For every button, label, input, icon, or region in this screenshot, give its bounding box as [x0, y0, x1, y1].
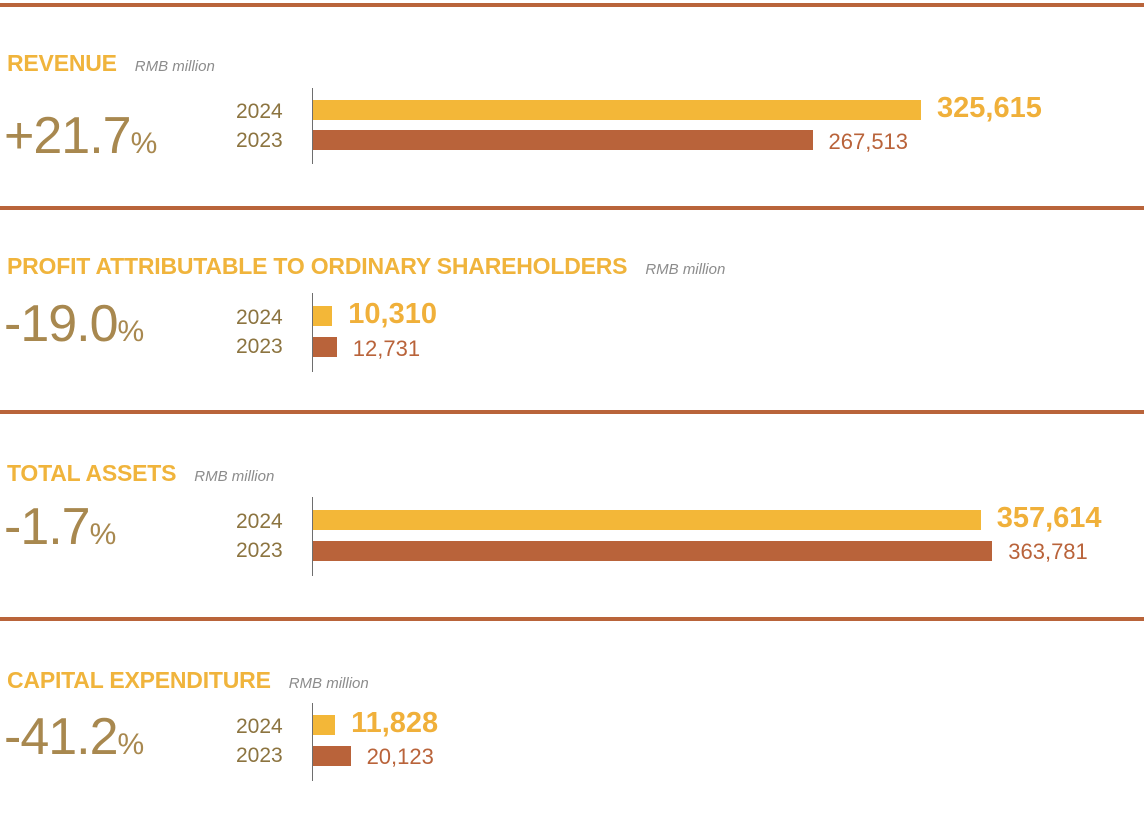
change-unit: %: [117, 315, 145, 348]
value-label-2023: 20,123: [366, 744, 434, 769]
chart-axis: [312, 88, 313, 164]
change-value: -1.7: [4, 498, 91, 556]
year-label-2024: 2024: [236, 510, 283, 533]
bar-2024: [313, 100, 921, 120]
bar-2024: [313, 715, 336, 735]
bar-2023: [313, 541, 993, 561]
section-title: TOTAL ASSETS RMB million: [7, 460, 274, 487]
section-title: CAPITAL EXPENDITURE RMB million: [7, 667, 369, 694]
bar-2024: [313, 306, 333, 326]
change-unit: %: [89, 518, 117, 551]
year-label-2023: 2023: [236, 539, 283, 562]
section-unit: RMB million: [645, 261, 726, 278]
bar-2023: [313, 746, 351, 766]
change-value: +21.7: [4, 107, 132, 165]
change-value: -41.2: [4, 708, 119, 766]
change-value: -19.0: [4, 295, 119, 353]
revenue-section: REVENUE RMB million +21.7% 2024 2023 325,…: [0, 50, 1144, 220]
year-label-2024: 2024: [236, 715, 283, 738]
year-label-2023: 2023: [236, 129, 283, 152]
profit-section: PROFIT ATTRIBUTABLE TO ORDINARY SHAREHOL…: [0, 253, 1144, 423]
bar-2024: [313, 510, 981, 530]
section-title-text: TOTAL ASSETS: [7, 460, 177, 486]
value-label-2023: 363,781: [1008, 539, 1088, 564]
year-label-2024: 2024: [236, 100, 283, 123]
change-percentage: -1.7%: [4, 497, 116, 557]
value-label-2024: 357,614: [996, 502, 1102, 534]
divider-rule: [0, 3, 1144, 7]
total-assets-section: TOTAL ASSETS RMB million -1.7% 2024 2023 …: [0, 460, 1144, 630]
change-unit: %: [130, 127, 158, 160]
chart-axis: [312, 703, 313, 781]
value-label-2024: 325,615: [937, 92, 1042, 124]
section-title-text: CAPITAL EXPENDITURE: [7, 667, 271, 693]
change-percentage: -19.0%: [4, 294, 144, 354]
value-label-2023: 12,731: [352, 336, 421, 361]
divider-rule: [0, 617, 1144, 621]
year-label-2024: 2024: [236, 306, 283, 329]
bar-2023: [313, 130, 813, 150]
section-title: REVENUE RMB million: [7, 50, 215, 77]
section-unit: RMB million: [134, 58, 215, 75]
change-percentage: +21.7%: [4, 106, 157, 166]
chart-axis: [312, 293, 313, 372]
section-unit: RMB million: [288, 675, 369, 692]
value-label-2023: 267,513: [828, 129, 909, 154]
change-unit: %: [117, 728, 145, 761]
section-title-text: PROFIT ATTRIBUTABLE TO ORDINARY SHAREHOL…: [7, 253, 628, 279]
chart-axis: [312, 497, 313, 576]
divider-rule: [0, 410, 1144, 414]
bar-2023: [313, 337, 337, 357]
section-unit: RMB million: [194, 468, 275, 485]
change-percentage: -41.2%: [4, 707, 144, 767]
value-label-2024: 10,310: [348, 298, 437, 330]
section-title-text: REVENUE: [7, 50, 117, 76]
divider-rule: [0, 206, 1144, 210]
section-title: PROFIT ATTRIBUTABLE TO ORDINARY SHAREHOL…: [7, 253, 725, 280]
year-label-2023: 2023: [236, 335, 283, 358]
year-label-2023: 2023: [236, 744, 283, 767]
value-label-2024: 11,828: [351, 707, 439, 739]
capital-expenditure-section: CAPITAL EXPENDITURE RMB million -41.2% 20…: [0, 667, 1144, 837]
